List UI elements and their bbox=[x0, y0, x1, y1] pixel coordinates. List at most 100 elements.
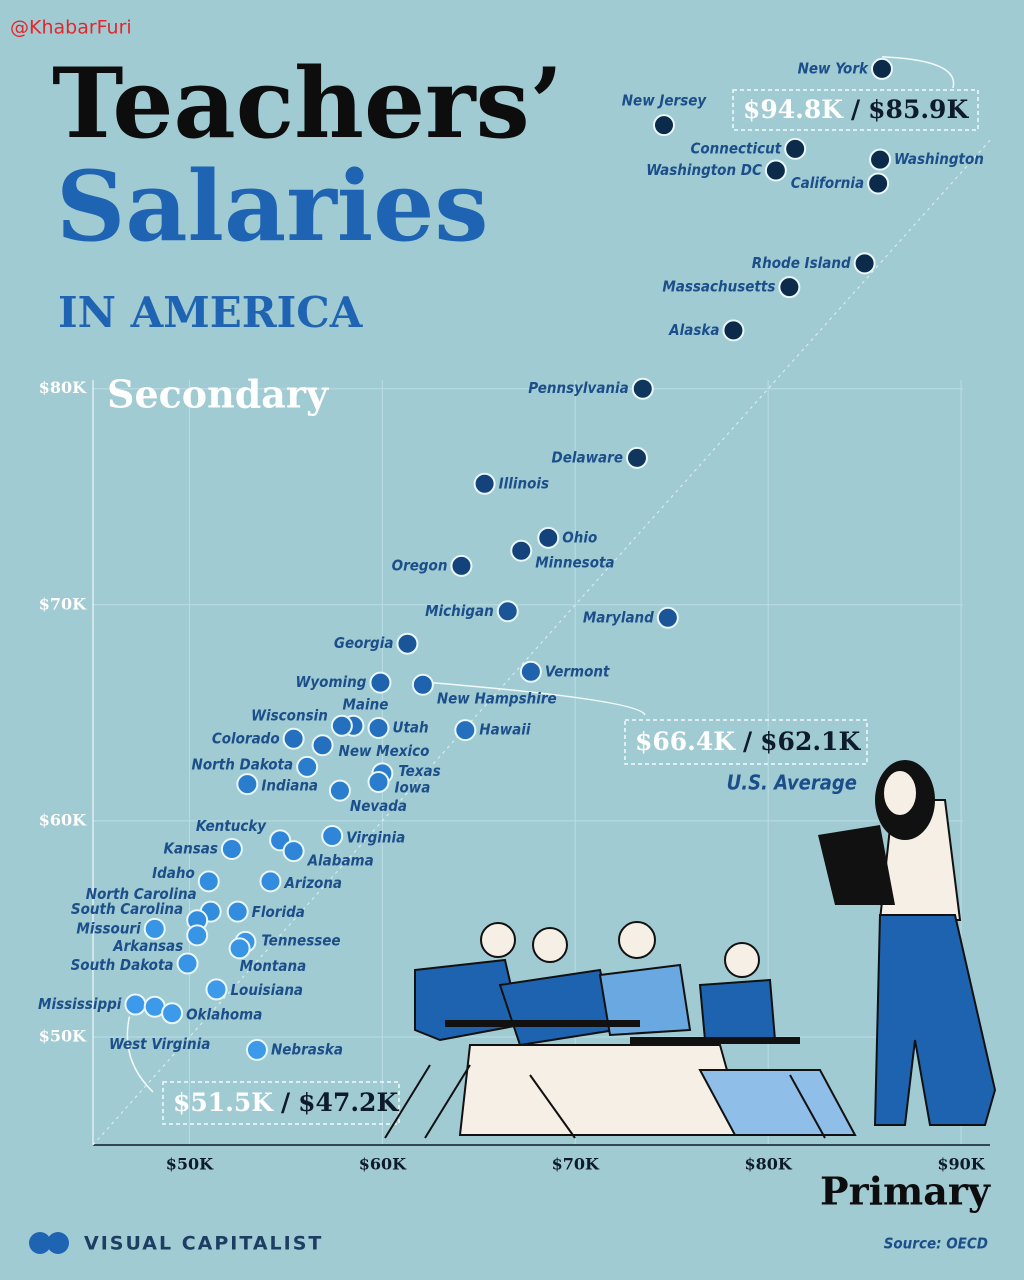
annotation-value: $51.5K bbox=[173, 1088, 274, 1117]
data-point bbox=[510, 539, 533, 562]
annotation-text: $66.4K / $62.1K bbox=[635, 727, 861, 756]
point-label: New York bbox=[798, 59, 869, 77]
title-line-2: Salaries bbox=[56, 150, 488, 263]
point-label: Utah bbox=[392, 718, 428, 736]
data-point bbox=[784, 137, 807, 160]
data-point bbox=[537, 526, 560, 549]
data-point bbox=[186, 924, 209, 947]
x-tick-label: $50K bbox=[166, 1155, 214, 1174]
data-point bbox=[778, 276, 801, 299]
x-tick-label: $70K bbox=[552, 1155, 600, 1174]
annotation-separator: / bbox=[281, 1088, 291, 1117]
data-point bbox=[869, 148, 892, 171]
point-label: Oklahoma bbox=[186, 1006, 262, 1024]
annotation-value: $62.1K bbox=[760, 727, 861, 756]
point-label: Washington bbox=[894, 150, 984, 168]
point-label: Washington DC bbox=[646, 161, 762, 179]
point-label: Idaho bbox=[152, 864, 195, 882]
point-label: Pennsylvania bbox=[528, 379, 629, 397]
point-label: North Dakota bbox=[192, 755, 294, 773]
title: Teachers’ bbox=[52, 47, 563, 160]
y-tick-label: $50K bbox=[39, 1026, 87, 1045]
data-point bbox=[396, 632, 419, 655]
illustration bbox=[384, 760, 997, 1139]
y-axis-label: Secondary bbox=[107, 372, 329, 417]
point-label: South Dakota bbox=[71, 956, 174, 974]
point-label: Minnesota bbox=[535, 553, 614, 571]
plot-area: $50K $60K $70K $80K $90K $50K $60K $70K $80K $94.… bbox=[38, 56, 991, 1174]
annotation-separator: / bbox=[743, 727, 753, 756]
x-tick-label: $90K bbox=[937, 1155, 985, 1174]
x-tick-label: $60K bbox=[359, 1155, 407, 1174]
data-point bbox=[625, 446, 648, 469]
point-label: Iowa bbox=[394, 778, 430, 796]
data-point bbox=[124, 993, 147, 1016]
point-label: Massachusetts bbox=[662, 278, 775, 296]
data-point bbox=[143, 917, 166, 940]
point-label: Texas bbox=[398, 762, 440, 780]
data-point bbox=[282, 840, 305, 863]
y-tick-label: $80K bbox=[39, 378, 87, 397]
point-label: Montana bbox=[240, 957, 307, 975]
data-point bbox=[282, 727, 305, 750]
data-point bbox=[631, 377, 654, 400]
point-label: Missouri bbox=[76, 919, 141, 937]
point-label: Wisconsin bbox=[251, 706, 328, 724]
point-label: Kansas bbox=[164, 839, 218, 857]
data-point bbox=[867, 172, 890, 195]
annotation-value: $66.4K bbox=[635, 727, 736, 756]
data-point bbox=[367, 716, 390, 739]
y-tick-label: $70K bbox=[39, 594, 87, 613]
data-point bbox=[228, 937, 251, 960]
data-point bbox=[328, 779, 351, 802]
data-point bbox=[367, 770, 390, 793]
point-label: Nevada bbox=[350, 797, 407, 815]
data-point bbox=[473, 472, 496, 495]
point-label: Alaska bbox=[668, 321, 719, 339]
annotation-box bbox=[162, 1081, 400, 1125]
point-label: Wyoming bbox=[296, 673, 367, 691]
data-point bbox=[176, 952, 199, 975]
data-point bbox=[220, 837, 243, 860]
data-point bbox=[369, 671, 392, 694]
point-label: New Jersey bbox=[622, 92, 708, 110]
point-label: Maine bbox=[342, 695, 388, 713]
point-label: Maryland bbox=[583, 608, 654, 626]
source: Source: OECD bbox=[884, 1235, 988, 1253]
data-point bbox=[454, 719, 477, 742]
data-point bbox=[411, 673, 434, 696]
parity-line bbox=[92, 139, 991, 1146]
data-point bbox=[496, 600, 519, 623]
subtitle: IN AMERICA bbox=[58, 288, 364, 337]
point-label: Tennessee bbox=[261, 931, 340, 949]
data-point bbox=[853, 252, 876, 275]
annotation-note: U.S. Average bbox=[727, 771, 857, 795]
point-label: Arkansas bbox=[112, 937, 183, 955]
point-label: Hawaii bbox=[479, 721, 531, 739]
point-label: Delaware bbox=[552, 448, 623, 466]
point-label: Illinois bbox=[499, 474, 549, 492]
point-label: Michigan bbox=[425, 602, 494, 620]
data-point bbox=[722, 319, 745, 342]
data-point bbox=[450, 554, 473, 577]
point-label: South Carolina bbox=[71, 900, 183, 918]
annotation-value: $85.9K bbox=[868, 95, 969, 124]
data-point bbox=[330, 714, 353, 737]
data-point bbox=[245, 1038, 268, 1061]
data-point bbox=[259, 870, 282, 893]
annotation-value: $47.2K bbox=[298, 1088, 399, 1117]
data-point bbox=[870, 57, 893, 80]
point-label: North Carolina bbox=[86, 885, 197, 903]
point-label: Rhode Island bbox=[752, 254, 851, 272]
annotation-arrow bbox=[881, 56, 955, 89]
annotation-separator: / bbox=[851, 95, 861, 124]
data-point bbox=[652, 114, 675, 137]
point-label: Mississippi bbox=[38, 995, 122, 1013]
point-label: Vermont bbox=[545, 662, 610, 680]
data-point bbox=[161, 1002, 184, 1025]
data-point bbox=[519, 660, 542, 683]
point-label: Virginia bbox=[346, 829, 405, 847]
annotation-text: $51.5K / $47.2K bbox=[173, 1088, 399, 1117]
point-label: California bbox=[791, 174, 864, 192]
point-label: Alabama bbox=[307, 852, 374, 870]
